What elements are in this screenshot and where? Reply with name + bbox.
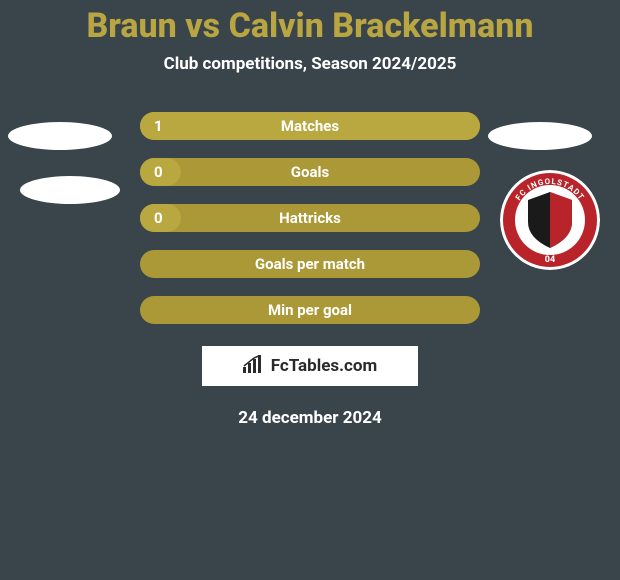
stat-bars: 1Matches 0Goals 0Hattricks Goals per match M… bbox=[140, 112, 480, 324]
club-badge-svg: FC INGOLSTADT 04 bbox=[500, 170, 600, 270]
footer-logo: FcTables.com bbox=[202, 346, 418, 386]
svg-text:04: 04 bbox=[545, 255, 555, 265]
page-title: Braun vs Calvin Brackelmann bbox=[0, 0, 620, 46]
date-text: 24 december 2024 bbox=[0, 408, 620, 428]
club-badge: FC INGOLSTADT 04 bbox=[500, 170, 600, 270]
stat-label: Goals bbox=[140, 163, 480, 181]
stat-bar: 0Goals bbox=[140, 158, 480, 186]
stat-label: Goals per match bbox=[140, 255, 480, 273]
stat-bar: Goals per match bbox=[140, 250, 480, 278]
subtitle: Club competitions, Season 2024/2025 bbox=[0, 54, 620, 74]
bar-chart-icon bbox=[243, 355, 265, 377]
left-player-ellipse-2 bbox=[20, 176, 120, 204]
left-player-ellipse-1 bbox=[8, 122, 112, 150]
stat-bar: 1Matches bbox=[140, 112, 480, 140]
comparison-content: FC INGOLSTADT 04 1Matches 0Goals 0Hattrick… bbox=[0, 112, 620, 324]
stat-label: Min per goal bbox=[140, 301, 480, 319]
stat-label: Hattricks bbox=[140, 209, 480, 227]
stat-bar: Min per goal bbox=[140, 296, 480, 324]
stat-bar: 0Hattricks bbox=[140, 204, 480, 232]
right-player-ellipse bbox=[488, 122, 592, 150]
stat-label: Matches bbox=[140, 117, 480, 135]
footer-logo-text: FcTables.com bbox=[271, 356, 377, 376]
